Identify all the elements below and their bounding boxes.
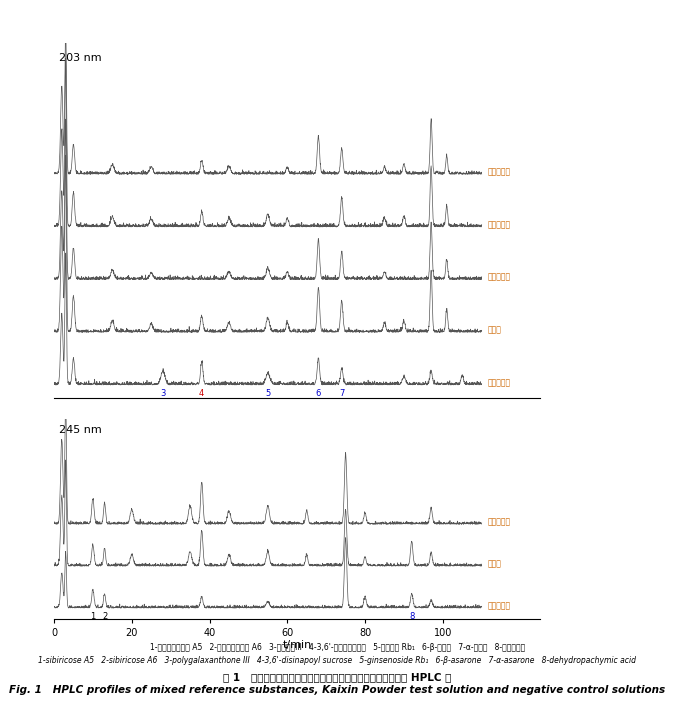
Text: 缺人参阴性: 缺人参阴性 [487, 220, 510, 229]
Text: 7: 7 [339, 390, 344, 398]
Text: 缺远志阴性: 缺远志阴性 [487, 272, 510, 282]
Text: Fig. 1   HPLC profiles of mixed reference substances, Kaixin Powder test solutio: Fig. 1 HPLC profiles of mixed reference … [9, 685, 666, 695]
Text: 1-sibiricose A5   2-sibiricose A6   3-polygalaxanthone III   4-3,6'-disinapoyl s: 1-sibiricose A5 2-sibiricose A6 3-polyga… [38, 656, 637, 665]
Text: 2: 2 [102, 611, 107, 621]
Text: 6: 6 [316, 390, 321, 398]
Text: 5: 5 [265, 390, 271, 398]
Text: 1-西伯利亚远志糖 A5   2-西伯利亚远志糖 A6   3-远志咐酶III   4-3,6'-二芥子酰基蕊糖   5-人参皂苷 Rb₁   6-β-细辛醚 : 1-西伯利亚远志糖 A5 2-西伯利亚远志糖 A6 3-远志咐酶III 4-3,… [150, 643, 525, 653]
Text: 混合对照品: 混合对照品 [487, 378, 510, 387]
Text: 245 nm: 245 nm [59, 425, 102, 435]
Text: 缺石菖阴性: 缺石菖阴性 [487, 167, 510, 176]
Text: 混合对照品: 混合对照品 [487, 602, 510, 611]
Text: 图 1   混合对照品溶液、开心散供试品溶液及阴性对照品溶液的 HPLC 图: 图 1 混合对照品溶液、开心散供试品溶液及阴性对照品溶液的 HPLC 图 [223, 672, 452, 682]
Text: 缺茅苓阴性: 缺茅苓阴性 [487, 518, 510, 527]
Text: 开心散: 开心散 [487, 325, 502, 334]
Text: 4: 4 [199, 390, 205, 398]
Text: 3: 3 [160, 390, 165, 398]
X-axis label: t/min: t/min [282, 641, 312, 651]
Text: 203 nm: 203 nm [59, 53, 101, 63]
Text: 开心散: 开心散 [487, 560, 502, 569]
Text: 1: 1 [90, 611, 95, 621]
Text: 8: 8 [409, 611, 414, 621]
